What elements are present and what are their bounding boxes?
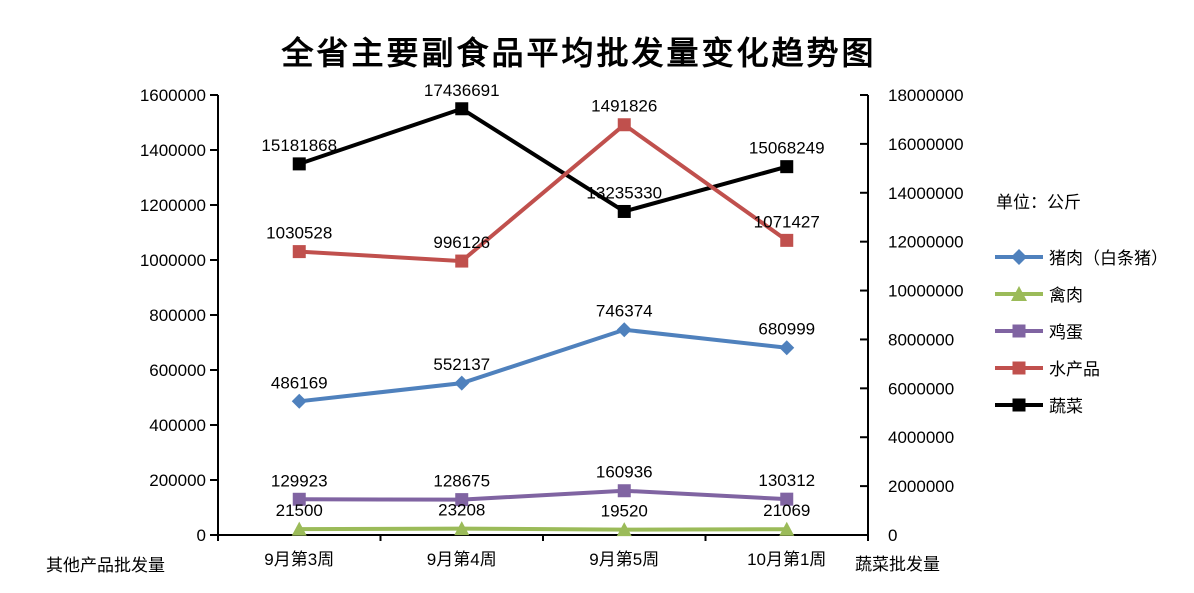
svg-text:0: 0	[888, 526, 897, 545]
legend-label-poultry: 禽肉	[1049, 286, 1083, 305]
left-axis-ticks: 0 200000 400000 600000 800000 1000000 1200000 1…	[140, 86, 218, 545]
svg-text:1000000: 1000000	[140, 251, 206, 270]
data-label: 486169	[271, 373, 328, 392]
data-label: 21500	[276, 501, 323, 520]
data-label: 130312	[758, 471, 815, 490]
svg-text:9月第3周: 9月第3周	[264, 550, 334, 569]
data-label: 17436691	[424, 81, 500, 100]
svg-text:10月第1周: 10月第1周	[747, 550, 826, 569]
vegetables-line-marker-icon	[995, 398, 1043, 411]
data-point	[780, 160, 794, 174]
svg-text:18000000: 18000000	[888, 86, 964, 105]
right-axis-title: 蔬菜批发量	[855, 555, 940, 574]
svg-text:800000: 800000	[149, 306, 206, 325]
svg-text:4000000: 4000000	[888, 428, 954, 447]
svg-text:1600000: 1600000	[140, 86, 206, 105]
unit-label: 单位：公斤	[996, 193, 1081, 212]
data-label: 129923	[271, 471, 328, 490]
series-1	[291, 521, 795, 537]
data-label: 13235330	[586, 183, 662, 202]
data-label: 15068249	[749, 139, 825, 158]
data-label: 160936	[596, 463, 653, 482]
svg-text:16000000: 16000000	[888, 135, 964, 154]
svg-text:9月第5周: 9月第5周	[589, 550, 659, 569]
data-point	[617, 118, 631, 132]
data-point	[292, 492, 306, 506]
chart-title: 全省主要副食品平均批发量变化趋势图	[281, 35, 877, 71]
data-label: 1491826	[591, 97, 657, 116]
svg-text:200000: 200000	[149, 471, 206, 490]
data-point	[291, 393, 307, 409]
left-axis-title: 其他产品批发量	[46, 556, 165, 575]
legend-item-pork: 猪肉（白条猪）	[994, 238, 1168, 275]
right-axis-ticks: 0 2000000 4000000 6000000 8000000 10000000 120…	[860, 86, 964, 545]
legend-label-eggs: 鸡蛋	[1049, 323, 1083, 342]
data-label: 21069	[763, 501, 810, 520]
data-label: 552137	[433, 355, 490, 374]
poultry-line-marker-icon	[995, 285, 1043, 301]
series-0	[291, 322, 795, 409]
data-point	[292, 245, 306, 259]
aquatic-line-marker-icon	[995, 361, 1043, 374]
svg-text:400000: 400000	[149, 416, 206, 435]
legend-item-aquatic: 水产品	[994, 349, 1168, 386]
pork-line-marker-icon	[995, 248, 1043, 265]
data-label: 1071427	[754, 212, 820, 231]
data-label: 680999	[758, 320, 815, 339]
svg-text:0: 0	[197, 526, 206, 545]
svg-text:1200000: 1200000	[140, 196, 206, 215]
x-axis-ticks: 9月第3周 9月第4周 9月第5周 10月第1周	[217, 535, 869, 569]
data-point	[455, 254, 469, 268]
data-point	[617, 484, 631, 498]
data-point	[617, 204, 631, 218]
legend-label-aquatic: 水产品	[1049, 360, 1100, 379]
data-point	[292, 157, 306, 171]
legend-item-vegetables: 蔬菜	[994, 386, 1168, 423]
data-point	[779, 340, 795, 356]
svg-text:9月第4周: 9月第4周	[427, 550, 497, 569]
series-2	[292, 484, 794, 507]
data-label: 746374	[596, 302, 653, 321]
data-point	[616, 322, 632, 338]
data-label: 1030528	[266, 224, 332, 243]
data-label: 128675	[433, 472, 490, 491]
data-labels: 486169 552137 746374 680999 21500 23208 19520 2…	[261, 81, 824, 521]
data-point	[780, 492, 794, 506]
svg-text:6000000: 6000000	[888, 379, 954, 398]
data-point	[454, 521, 470, 536]
legend-label-pork: 猪肉（白条猪）	[1049, 249, 1168, 268]
eggs-line-marker-icon	[995, 324, 1043, 337]
svg-text:10000000: 10000000	[888, 282, 964, 301]
data-label: 996126	[433, 233, 490, 252]
data-point	[455, 493, 469, 507]
data-point	[455, 102, 469, 116]
svg-text:14000000: 14000000	[888, 184, 964, 203]
data-point	[616, 522, 632, 537]
data-point	[454, 375, 470, 391]
series-3	[292, 118, 794, 268]
data-label: 23208	[438, 501, 485, 520]
svg-text:8000000: 8000000	[888, 330, 954, 349]
data-point	[779, 521, 795, 536]
svg-text:600000: 600000	[149, 361, 206, 380]
data-point	[780, 233, 794, 247]
data-label: 19520	[601, 502, 648, 521]
data-point	[291, 521, 307, 536]
legend-label-vegetables: 蔬菜	[1049, 397, 1083, 416]
legend-item-poultry: 禽肉	[994, 275, 1168, 312]
svg-text:12000000: 12000000	[888, 233, 964, 252]
legend: 猪肉（白条猪） 禽肉 鸡蛋 水产品 蔬菜	[994, 238, 1168, 423]
series-4	[292, 102, 794, 218]
svg-text:1400000: 1400000	[140, 141, 206, 160]
svg-text:2000000: 2000000	[888, 477, 954, 496]
data-label: 15181868	[261, 136, 337, 155]
legend-item-eggs: 鸡蛋	[994, 312, 1168, 349]
